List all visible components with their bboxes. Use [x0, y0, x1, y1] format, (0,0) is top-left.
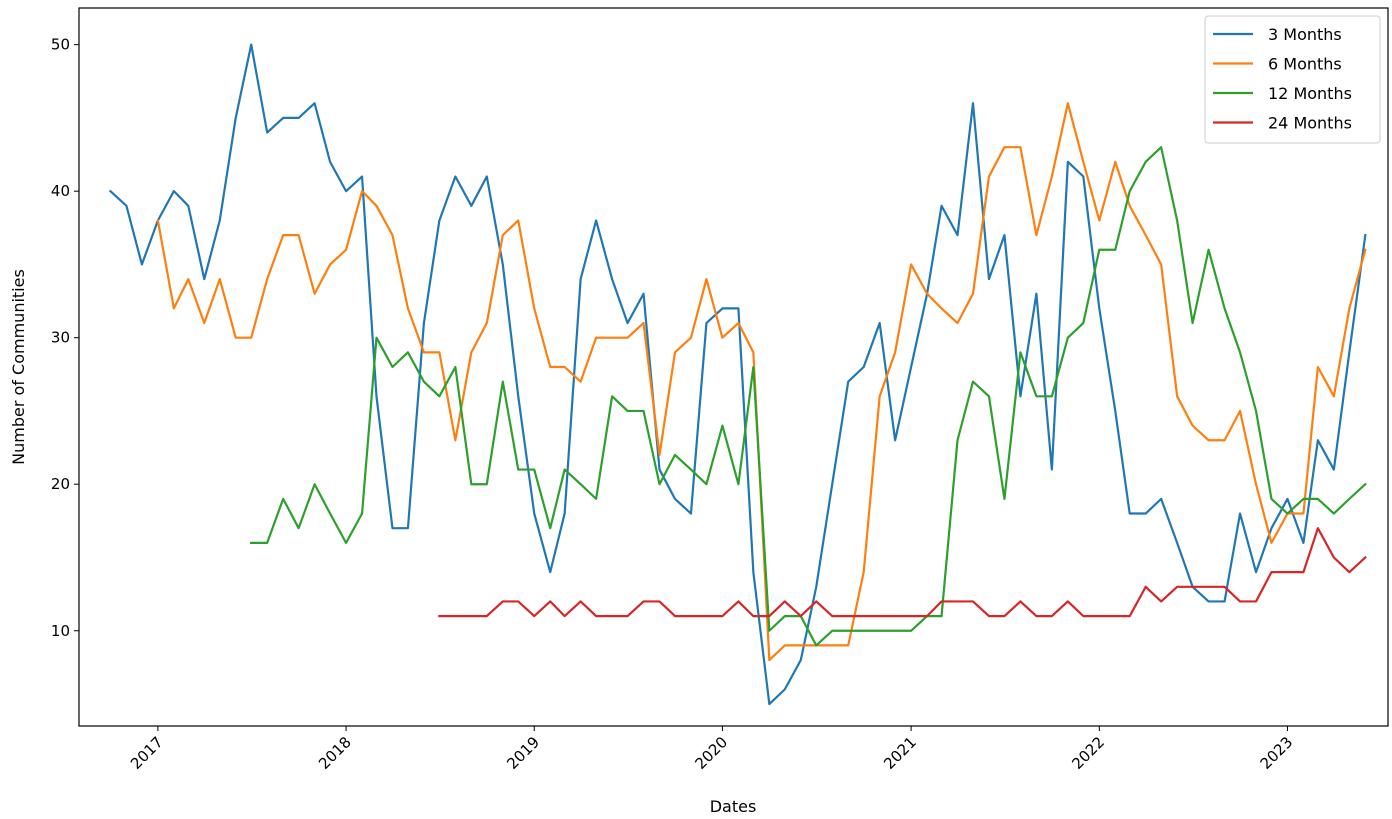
legend-box	[1204, 15, 1381, 144]
y-tick-label: 50	[51, 36, 70, 54]
legend: 3 Months 6 Months 12 Months 24 Months	[1204, 15, 1381, 144]
y-tick-label: 30	[51, 329, 70, 347]
legend-label-12-months: 12 Months	[1268, 84, 1352, 103]
y-axis-label: Number of Communities	[9, 269, 28, 465]
legend-label-6-months: 6 Months	[1268, 55, 1342, 74]
y-axis: 10 20 30 40 50	[51, 36, 79, 640]
series-line-3-months	[108, 43, 1367, 706]
series-line-24-months	[438, 527, 1367, 618]
x-axis-label: Dates	[710, 797, 757, 816]
y-tick-label: 20	[51, 475, 70, 493]
y-tick-label: 40	[51, 182, 70, 200]
y-tick-label: 10	[51, 622, 70, 640]
series-line-12-months	[250, 146, 1367, 647]
legend-label-24-months: 24 Months	[1268, 114, 1352, 133]
plot-frame	[78, 7, 1389, 727]
series-lines	[108, 43, 1367, 706]
legend-label-3-months: 3 Months	[1268, 25, 1342, 44]
